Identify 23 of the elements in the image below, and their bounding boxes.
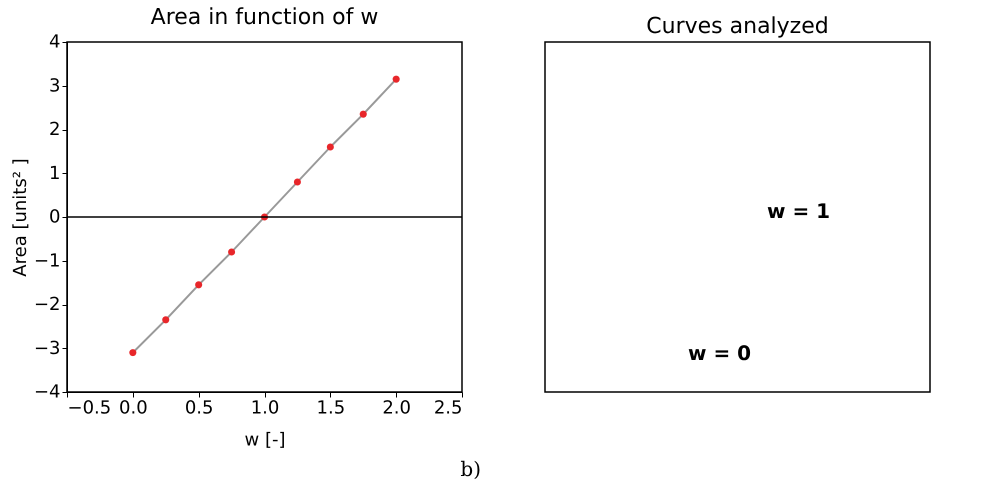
y-tick-label: 1	[49, 162, 60, 184]
x-axis-title: w [-]	[244, 430, 286, 450]
y-tick-label: 2	[49, 119, 60, 140]
text: b)	[460, 456, 482, 481]
text: w = 0	[688, 341, 752, 365]
y-tick-label: 0	[49, 206, 60, 228]
text: Curves analyzed	[646, 14, 829, 39]
y-tick-label: −3	[34, 338, 60, 359]
x-tick-label: −0.5	[68, 398, 112, 418]
y-tick-label: −1	[34, 250, 60, 272]
x-tick-label: 2.0	[382, 398, 411, 418]
x-tick-label: 1.5	[316, 398, 346, 418]
y-tick-label: −2	[34, 294, 60, 315]
y-tick-label: −4	[34, 382, 60, 402]
y-axis-title: Area [units² ]	[10, 158, 31, 277]
x-tick-label: 1.0	[250, 398, 280, 418]
text: w = 1	[767, 199, 830, 223]
x-tick-label: 0.5	[184, 398, 214, 418]
x-tick-label: 2.5	[434, 398, 462, 418]
y-tick-label: 3	[49, 75, 60, 96]
y-tick-label: 4	[49, 32, 60, 52]
chart-title: Area in function of w	[150, 5, 378, 30]
x-tick-label: 0.0	[119, 398, 148, 418]
